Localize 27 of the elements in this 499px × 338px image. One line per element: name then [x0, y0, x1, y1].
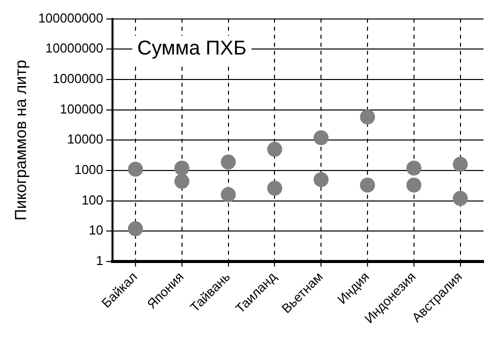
point — [360, 109, 375, 124]
point — [220, 154, 236, 170]
y-tick-label: 1000 — [74, 162, 104, 178]
y-tick-label: 100 — [82, 192, 104, 208]
point — [406, 160, 422, 176]
y-tick-label: 10 — [88, 222, 104, 238]
point — [128, 162, 143, 177]
y-tick-label: 1000000 — [52, 71, 104, 86]
point — [314, 172, 329, 188]
point — [452, 190, 468, 206]
text: Сумма ПХБ — [137, 37, 247, 60]
y-tick-label: 10000 — [67, 132, 104, 147]
y-axis-title: Пикограммов на литр — [13, 60, 30, 220]
y-tick-label: 10000000 — [45, 40, 104, 56]
point — [360, 178, 375, 193]
point — [174, 160, 190, 176]
point — [452, 156, 468, 172]
point — [267, 180, 282, 196]
point — [406, 178, 422, 193]
point — [220, 187, 236, 202]
y-tick-label: 1 — [96, 253, 104, 268]
point — [128, 221, 143, 236]
point — [314, 130, 329, 146]
y-tick-label: 100000 — [60, 101, 104, 116]
point — [267, 142, 282, 157]
y-tick-label: 100000000 — [38, 10, 104, 26]
point — [174, 174, 190, 189]
